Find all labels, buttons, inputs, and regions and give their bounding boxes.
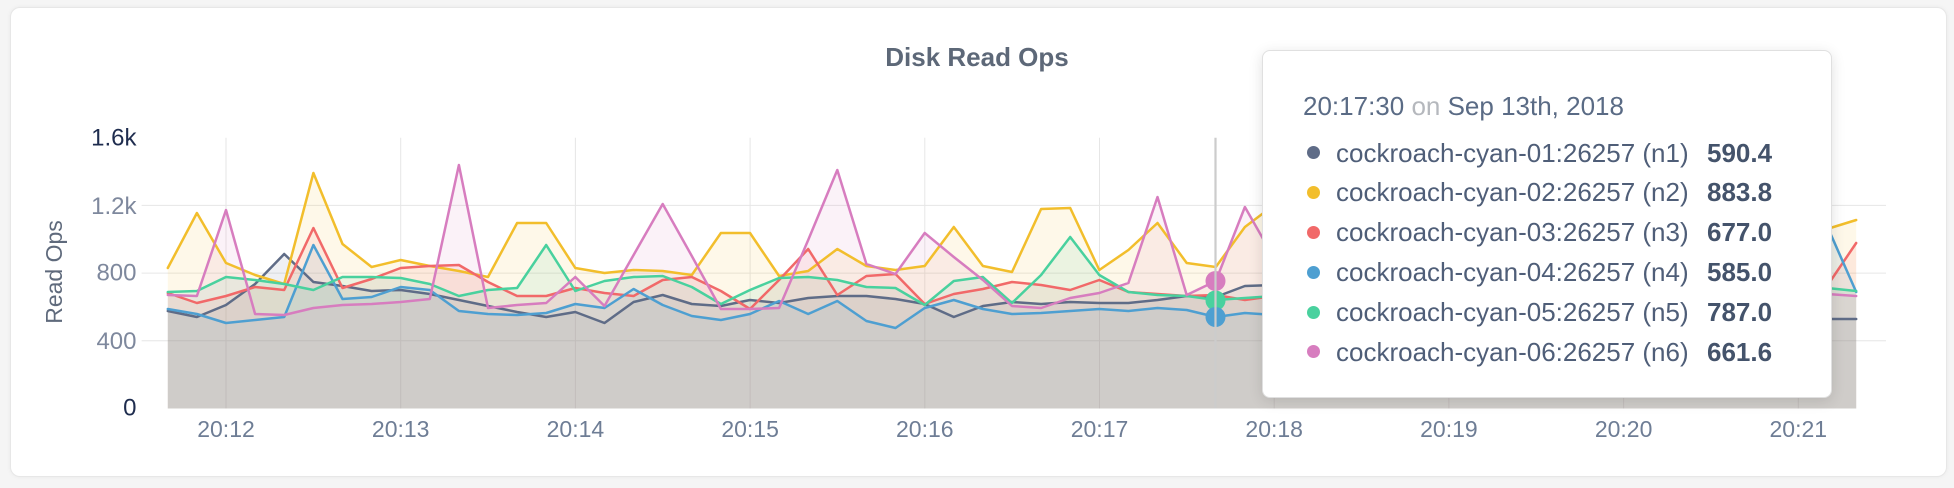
svg-text:20:12: 20:12 — [197, 416, 255, 442]
svg-text:1.6k: 1.6k — [91, 125, 137, 152]
svg-text:400: 400 — [96, 328, 136, 355]
svg-text:20:17: 20:17 — [1071, 416, 1129, 442]
svg-text:20:18: 20:18 — [1245, 416, 1303, 442]
svg-text:0: 0 — [123, 395, 136, 422]
svg-text:20:21: 20:21 — [1770, 416, 1828, 442]
svg-text:Read Ops: Read Ops — [41, 220, 67, 324]
svg-text:20:19: 20:19 — [1420, 416, 1478, 442]
svg-text:1.2k: 1.2k — [91, 193, 137, 220]
svg-text:20:16: 20:16 — [896, 416, 954, 442]
svg-text:20:14: 20:14 — [547, 416, 605, 442]
svg-text:20:15: 20:15 — [721, 416, 779, 442]
svg-text:800: 800 — [96, 259, 136, 286]
svg-text:20:13: 20:13 — [372, 416, 430, 442]
svg-text:20:20: 20:20 — [1595, 416, 1653, 442]
